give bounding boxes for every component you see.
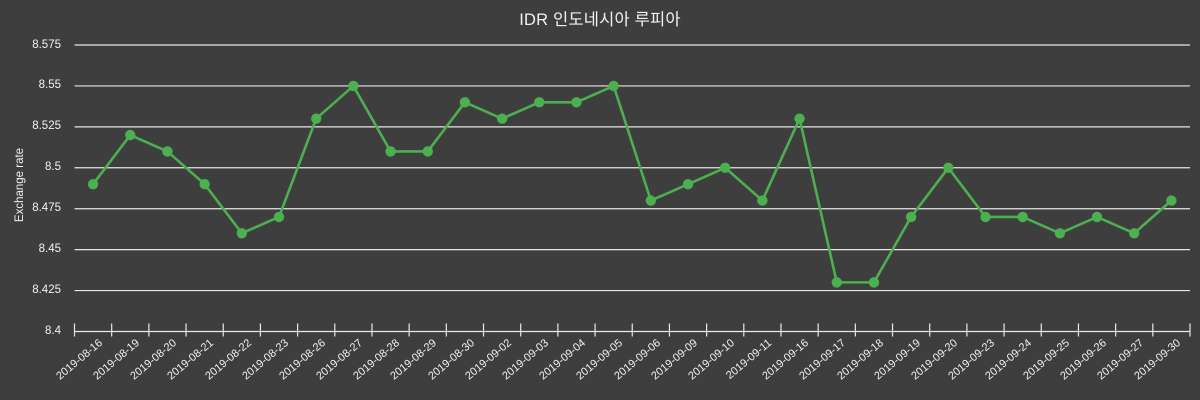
- data-point[interactable]: [1166, 195, 1177, 206]
- data-point[interactable]: [385, 146, 396, 157]
- data-point[interactable]: [199, 178, 210, 190]
- data-point[interactable]: [422, 146, 433, 157]
- y-tick-label: 8.5: [45, 161, 61, 174]
- data-point[interactable]: [273, 211, 285, 223]
- data-point[interactable]: [534, 97, 545, 108]
- y-tick-label: 8.55: [38, 79, 61, 92]
- data-point[interactable]: [608, 80, 619, 92]
- data-point[interactable]: [310, 113, 322, 124]
- data-point[interactable]: [496, 113, 508, 124]
- y-tick-label: 8.475: [32, 202, 61, 215]
- data-point[interactable]: [1129, 228, 1140, 239]
- data-point[interactable]: [720, 162, 731, 173]
- data-point[interactable]: [794, 113, 805, 124]
- data-point[interactable]: [125, 129, 136, 141]
- data-point[interactable]: [757, 195, 768, 206]
- data-point[interactable]: [162, 146, 173, 157]
- y-tick-label: 8.525: [32, 120, 61, 133]
- data-point[interactable]: [868, 277, 880, 288]
- data-line: [91, 84, 1173, 284]
- y-tick-label: 8.575: [32, 38, 61, 51]
- data-point[interactable]: [645, 195, 657, 206]
- data-point[interactable]: [1017, 211, 1028, 223]
- chart-title: IDR 인도네시아 루피아: [519, 11, 681, 29]
- y-tick-label: 8.45: [38, 243, 61, 256]
- data-point[interactable]: [1091, 211, 1103, 223]
- data-point[interactable]: [459, 97, 471, 108]
- data-point[interactable]: [831, 277, 842, 288]
- data-point[interactable]: [682, 178, 694, 190]
- y-tick-label: 8.4: [45, 325, 61, 337]
- data-point[interactable]: [348, 80, 359, 92]
- data-point[interactable]: [943, 162, 954, 173]
- y-tick-label: 8.425: [32, 284, 61, 297]
- data-point[interactable]: [571, 97, 582, 108]
- data-point[interactable]: [980, 211, 991, 223]
- data-point[interactable]: [905, 211, 917, 223]
- data-point[interactable]: [236, 228, 248, 239]
- data-point[interactable]: [1054, 228, 1066, 239]
- data-point[interactable]: [87, 178, 99, 190]
